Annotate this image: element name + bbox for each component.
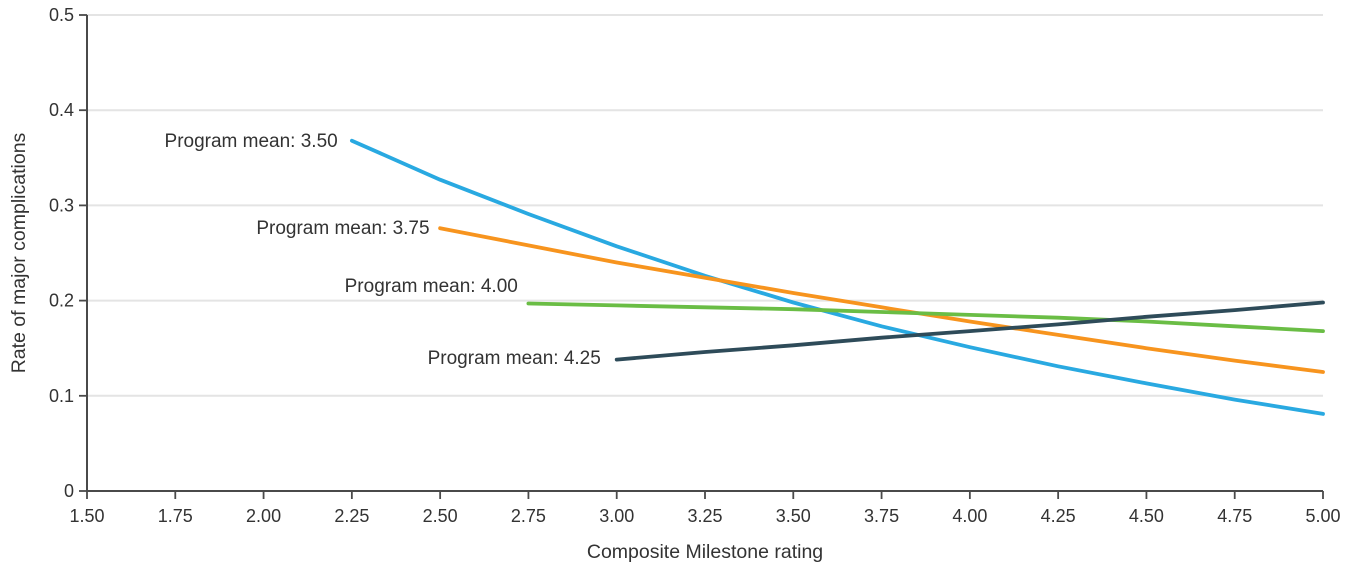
y-tick-label-0.5: 0.5 [49, 5, 74, 25]
y-tick-label-0.3: 0.3 [49, 195, 74, 215]
x-tick-label-2.00: 2.00 [246, 506, 281, 526]
x-tick-label-2.75: 2.75 [511, 506, 546, 526]
x-tick-label-3.75: 3.75 [864, 506, 899, 526]
series-line-program-mean-4-00 [526, 301, 1325, 333]
x-tick-label-3.25: 3.25 [687, 506, 722, 526]
x-tick-label-2.25: 2.25 [334, 506, 369, 526]
series-label-program-mean-3-75: Program mean: 3.75 [256, 218, 429, 239]
series-line-program-mean-3-50 [350, 138, 1325, 416]
x-tick-label-1.75: 1.75 [158, 506, 193, 526]
y-tick-label-0: 0 [64, 481, 74, 501]
y-axis-title: Rate of major complications [8, 132, 30, 373]
series-label-program-mean-4-25: Program mean: 4.25 [428, 348, 601, 369]
x-tick-label-4.00: 4.00 [952, 506, 987, 526]
series-line-program-mean-3-75 [438, 226, 1325, 374]
series-lines-group [350, 138, 1325, 416]
x-tick-label-4.25: 4.25 [1041, 506, 1076, 526]
y-tick-label-0.2: 0.2 [49, 291, 74, 311]
series-label-program-mean-3-50: Program mean: 3.50 [165, 131, 338, 152]
axes-group [79, 14, 1324, 499]
x-tick-label-4.50: 4.50 [1129, 506, 1164, 526]
series-labels-group: Program mean: 3.50 Program mean: 3.75 Prog… [165, 131, 601, 369]
tick-labels-group: 0 0.1 0.2 0.3 0.4 0.5 1.50 1.75 2.00 2.25 2.50 2.75… [49, 5, 1341, 526]
x-tick-label-2.50: 2.50 [423, 506, 458, 526]
x-tick-label-4.75: 4.75 [1217, 506, 1252, 526]
series-label-program-mean-4-00: Program mean: 4.00 [345, 276, 518, 297]
series-line-program-mean-4-25 [614, 300, 1325, 362]
gridlines-group [87, 14, 1323, 397]
x-tick-label-3.00: 3.00 [599, 506, 634, 526]
x-tick-label-3.50: 3.50 [776, 506, 811, 526]
y-tick-label-0.1: 0.1 [49, 386, 74, 406]
x-tick-label-1.50: 1.50 [69, 506, 104, 526]
y-tick-label-0.4: 0.4 [49, 100, 74, 120]
x-tick-label-5.00: 5.00 [1305, 506, 1340, 526]
x-axis-title: Composite Milestone rating [587, 541, 823, 563]
